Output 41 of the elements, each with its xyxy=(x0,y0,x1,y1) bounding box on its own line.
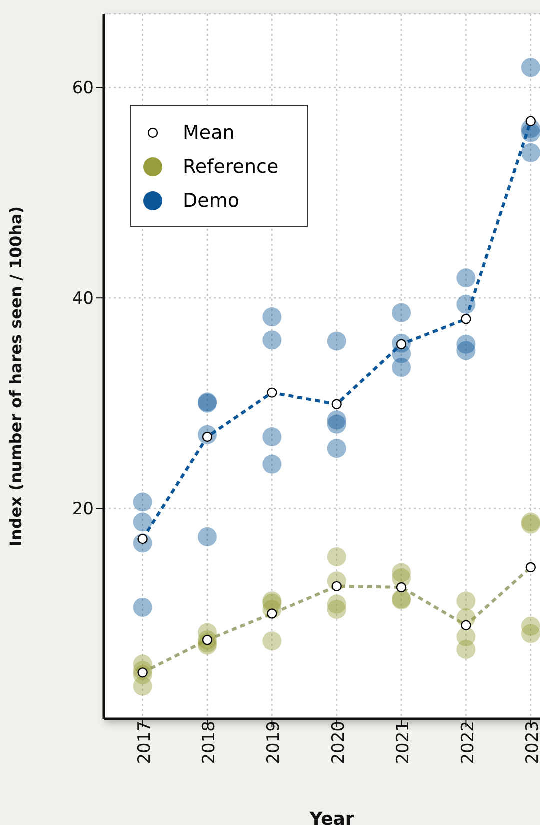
point xyxy=(133,512,152,532)
y-tick-label: 20 xyxy=(72,500,94,520)
x-tick-label: 2018 xyxy=(200,721,220,764)
legend-label: Mean xyxy=(183,122,235,144)
point xyxy=(392,358,412,378)
x-tick-label: 2020 xyxy=(328,721,349,764)
point xyxy=(456,341,476,360)
point xyxy=(262,632,282,651)
y-tick-label: 60 xyxy=(72,78,94,99)
y-tick-label: 40 xyxy=(72,289,94,310)
point xyxy=(262,308,282,327)
x-tick-label: 2022 xyxy=(458,721,478,764)
point xyxy=(327,439,346,458)
point xyxy=(262,428,282,446)
point xyxy=(521,143,540,162)
point xyxy=(133,676,152,696)
point xyxy=(327,547,346,566)
x-axis-title: Year xyxy=(308,809,354,825)
point xyxy=(327,332,346,351)
point xyxy=(456,268,476,288)
point xyxy=(392,303,412,322)
point xyxy=(456,592,476,611)
x-tick-label: 2023 xyxy=(522,721,540,764)
point xyxy=(456,640,476,660)
point xyxy=(521,123,540,142)
legend-label: Demo xyxy=(183,190,240,212)
point xyxy=(262,330,282,350)
point xyxy=(521,58,540,78)
x-tick-label: 2021 xyxy=(394,721,414,764)
x-tick-label: 2019 xyxy=(264,721,284,764)
x-tick-label: 2017 xyxy=(134,721,155,764)
legend-label: Reference xyxy=(183,156,279,178)
point xyxy=(133,492,152,512)
point xyxy=(456,294,476,314)
point xyxy=(327,600,346,620)
point xyxy=(133,598,152,617)
point xyxy=(521,624,540,644)
point xyxy=(327,414,346,434)
point xyxy=(262,454,282,474)
point xyxy=(198,527,217,546)
y-axis-title: Index (number of hares seen / 100ha) xyxy=(6,206,26,546)
